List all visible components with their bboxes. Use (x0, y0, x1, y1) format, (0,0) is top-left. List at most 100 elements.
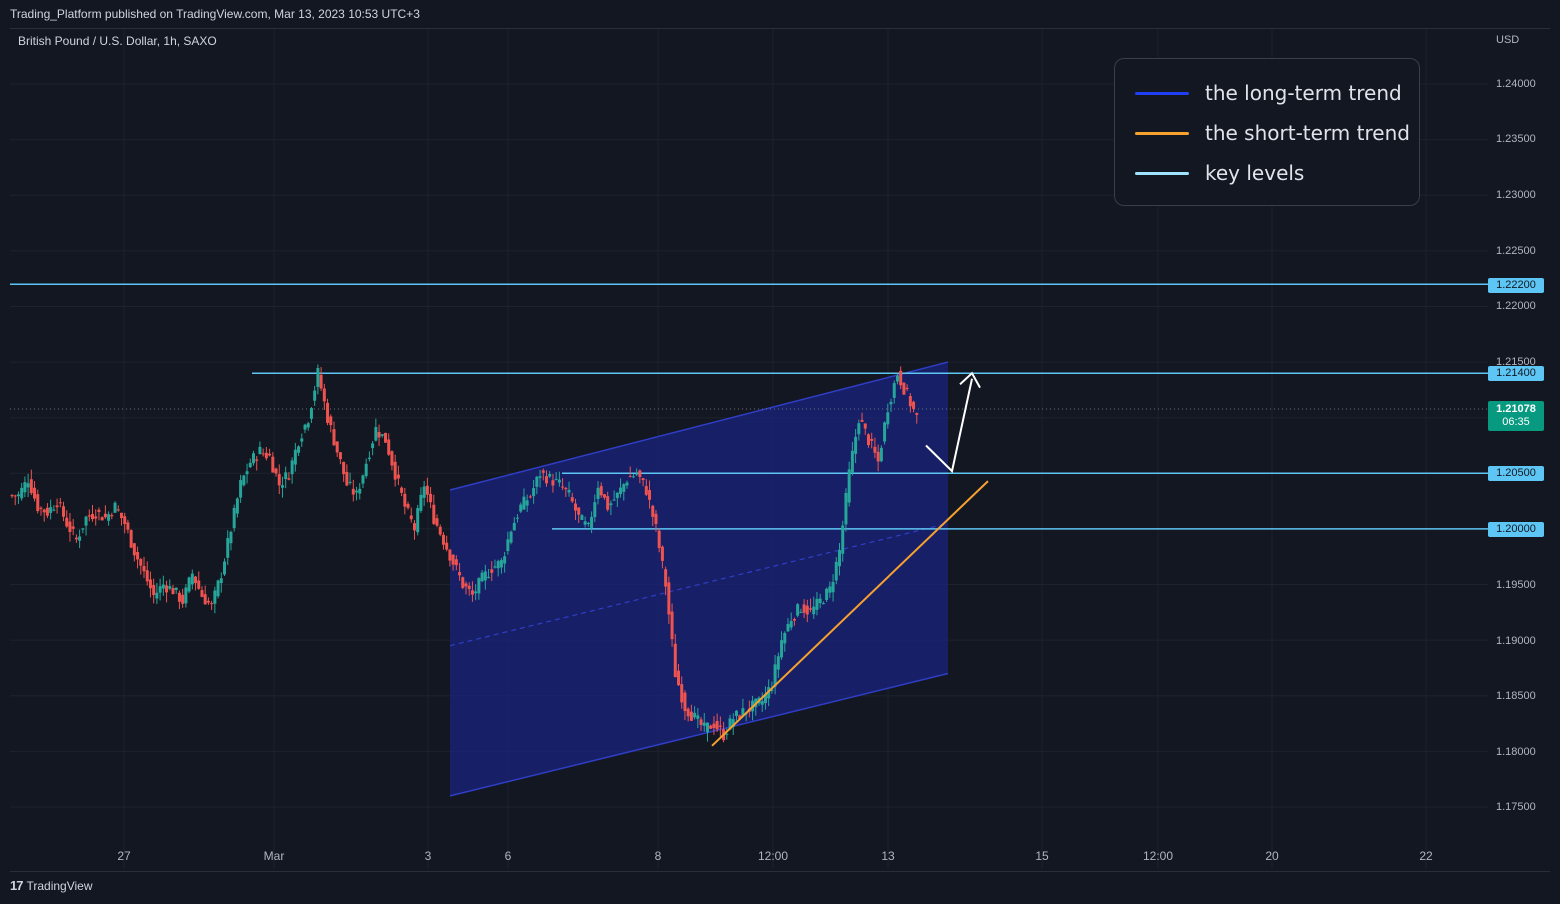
candle-body (499, 560, 503, 568)
y-tick: 1.19000 (1496, 635, 1536, 647)
candle-body (367, 457, 371, 459)
candle-body (686, 708, 690, 717)
candle-body (522, 496, 526, 510)
candle-body (155, 592, 159, 599)
symbol-title: British Pound / U.S. Dollar, 1h, SAXO (18, 34, 217, 48)
candle-body (580, 515, 584, 520)
candle-body (33, 487, 37, 499)
y-tick: 1.22000 (1496, 300, 1536, 312)
candle-body (512, 522, 516, 531)
candle-body (712, 723, 716, 728)
candle-body (638, 470, 642, 477)
candle-body (342, 461, 346, 475)
candle-body (738, 715, 742, 719)
publish-bar: Trading_Platform published on TradingVie… (0, 0, 1560, 28)
candle-body (184, 587, 188, 604)
candle-body (606, 496, 610, 510)
candle-body (567, 489, 571, 493)
x-tick: 12:00 (757, 849, 789, 863)
candle-body (158, 586, 162, 593)
candle-body (570, 497, 574, 502)
candle-body (541, 470, 545, 473)
legend-box[interactable]: the long-term trend the short-term trend… (1114, 58, 1420, 206)
candle-body (870, 438, 874, 441)
candle-body (171, 588, 175, 595)
candle-body (148, 579, 152, 589)
candle-body (94, 516, 98, 519)
candle-body (802, 604, 806, 613)
candle-body (657, 530, 661, 549)
candle-body (680, 684, 684, 703)
candle-body (248, 462, 252, 468)
legend-swatch-short-term (1135, 131, 1189, 135)
candle-body (628, 476, 632, 478)
candle-body (677, 670, 681, 686)
y-tick: 1.21500 (1496, 356, 1536, 368)
candle-body (644, 486, 648, 495)
candle-body (821, 603, 825, 605)
candle-body (860, 419, 864, 422)
candle-body (36, 494, 40, 512)
candle-body (100, 517, 104, 521)
candle-body (351, 488, 355, 495)
candle-body (792, 618, 796, 621)
candle-body (123, 516, 127, 525)
tradingview-brand[interactable]: 17 TradingView (10, 878, 93, 893)
candle-body (818, 598, 822, 604)
candle-body (309, 408, 313, 419)
candle-body (702, 722, 706, 726)
candle-body (313, 390, 317, 401)
candle-body (876, 451, 880, 462)
candle-body (828, 586, 832, 593)
y-tick: 1.19500 (1496, 579, 1536, 591)
candle-body (319, 374, 323, 389)
candle-body (532, 488, 536, 497)
candle-body (329, 416, 333, 426)
candle-body (78, 536, 82, 541)
candle-body (216, 580, 220, 597)
candle-body (361, 475, 365, 484)
candle-body (905, 387, 909, 390)
y-tick: 1.22500 (1496, 245, 1536, 257)
candle-body (577, 507, 581, 515)
candle-body (561, 486, 565, 488)
y-tick: 1.23500 (1496, 133, 1536, 145)
candle-body (377, 432, 381, 438)
candle-body (55, 505, 59, 508)
y-tick: 1.24000 (1496, 78, 1536, 90)
candle-body (261, 453, 265, 455)
candle-body (219, 578, 223, 584)
candle-body (287, 478, 291, 480)
candle-body (303, 424, 307, 430)
candle-body (857, 423, 861, 435)
candle-body (844, 493, 848, 525)
candle-body (374, 427, 378, 441)
candle-body (474, 591, 478, 594)
candle-body (326, 402, 330, 423)
candle-body (725, 733, 729, 735)
candle-body (26, 483, 30, 488)
candle-body (696, 715, 700, 719)
candle-body (206, 600, 210, 603)
candle-body (705, 722, 709, 733)
candle-body (438, 526, 442, 535)
key-level-tag: 1.22200 (1488, 278, 1544, 293)
candle-body (847, 469, 851, 503)
candle-body (97, 509, 101, 512)
candle-body (673, 643, 677, 678)
candle-body (470, 590, 474, 595)
candle-body (297, 446, 301, 453)
projection-path (925, 378, 973, 474)
candle-body (689, 711, 693, 721)
candle-body (863, 423, 867, 429)
candle-body (425, 485, 429, 495)
candle-body (29, 479, 33, 494)
candle-body (52, 509, 56, 511)
candle-body (194, 576, 198, 584)
legend-label-long-term: the long-term trend (1205, 81, 1402, 105)
candle-body (503, 556, 507, 564)
candle-body (670, 611, 674, 640)
candle-body (203, 594, 207, 605)
candle-body (625, 482, 629, 486)
